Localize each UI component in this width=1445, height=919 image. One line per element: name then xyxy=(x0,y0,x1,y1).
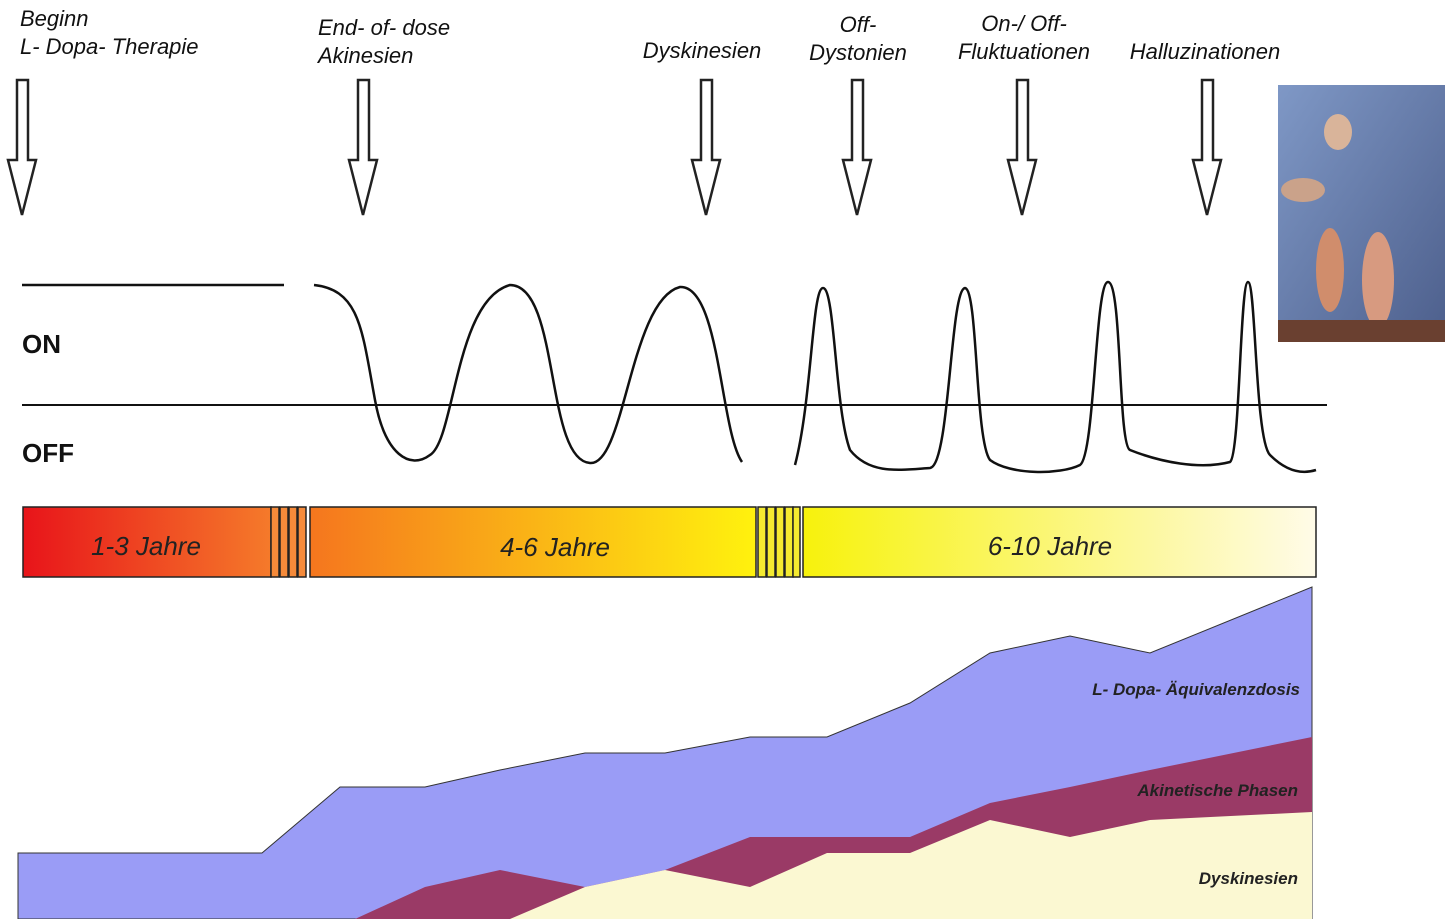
event-labels: Beginn L- Dopa- Therapie End- of- dose A… xyxy=(20,6,1280,68)
event-label: Fluktuationen xyxy=(958,39,1090,64)
arrow xyxy=(692,80,720,215)
period-label: 4-6 Jahre xyxy=(500,532,610,562)
state-label: ON xyxy=(22,329,61,359)
fluctuation-curve xyxy=(22,282,1327,472)
photo xyxy=(1278,85,1445,342)
event-label: End- of- dose xyxy=(318,15,450,40)
period-label: 6-10 Jahre xyxy=(988,531,1112,561)
period-bars xyxy=(23,507,1316,577)
arrow xyxy=(1193,80,1221,215)
event-label: Halluzinationen xyxy=(1130,39,1280,64)
area-label: Akinetische Phasen xyxy=(1136,781,1298,800)
area-label: Dyskinesien xyxy=(1199,869,1298,888)
diagram: Beginn L- Dopa- Therapie End- of- dose A… xyxy=(0,0,1445,919)
arrows xyxy=(8,80,1221,215)
arrow xyxy=(1008,80,1036,215)
event-label: On-/ Off- xyxy=(981,11,1067,36)
event-label: Beginn xyxy=(20,6,89,31)
event-label: L- Dopa- Therapie xyxy=(20,34,199,59)
period-label: 1-3 Jahre xyxy=(91,531,201,561)
area-label: L- Dopa- Äquivalenzdosis xyxy=(1092,680,1300,699)
state-label: OFF xyxy=(22,438,74,468)
event-label: Dyskinesien xyxy=(643,38,762,63)
arrow xyxy=(349,80,377,215)
area-diagram xyxy=(18,587,1312,919)
event-label: Akinesien xyxy=(316,43,413,68)
event-label: Off- xyxy=(840,12,877,37)
arrow xyxy=(8,80,36,215)
arrow xyxy=(843,80,871,215)
event-label: Dystonien xyxy=(809,40,907,65)
